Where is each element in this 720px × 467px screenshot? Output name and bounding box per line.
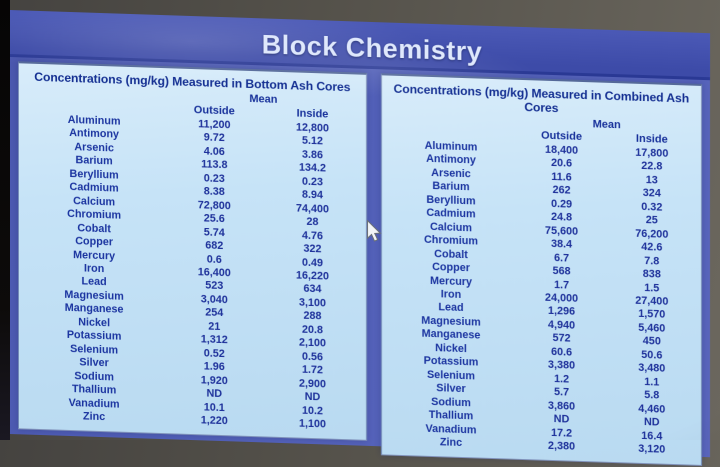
combined-ash-table: Concentrations (mg/kg) Measured in Combi… xyxy=(380,73,702,467)
outside-column-header: Outside xyxy=(541,129,583,143)
outside-value: 1,220 xyxy=(200,414,228,428)
tables-area: Concentrations (mg/kg) Measured in Botto… xyxy=(10,57,710,467)
spacer xyxy=(23,98,165,115)
outside-value: 2,380 xyxy=(548,439,576,453)
mouse-cursor-icon xyxy=(367,220,382,242)
bottom-ash-table: Concentrations (mg/kg) Measured in Botto… xyxy=(18,61,367,442)
screen-dark-left-edge xyxy=(0,0,10,440)
projected-slide: Block Chemistry Concentrations (mg/kg) M… xyxy=(10,10,710,467)
inside-value: 1,100 xyxy=(298,417,327,431)
combined-ash-rows: Aluminum 18,400 17,800 Antimony 20.6 22.… xyxy=(386,138,697,458)
page-title: Block Chemistry xyxy=(261,29,483,67)
inside-value: 3,120 xyxy=(638,442,666,456)
spacer xyxy=(386,124,517,140)
inside-column-header: Inside xyxy=(635,132,668,146)
bottom-ash-rows: Aluminum 11,200 12,800 Antimony 9.72 5.1… xyxy=(23,112,362,433)
outside-column-header: Outside xyxy=(193,104,235,118)
inside-column-header: Inside xyxy=(296,107,329,121)
